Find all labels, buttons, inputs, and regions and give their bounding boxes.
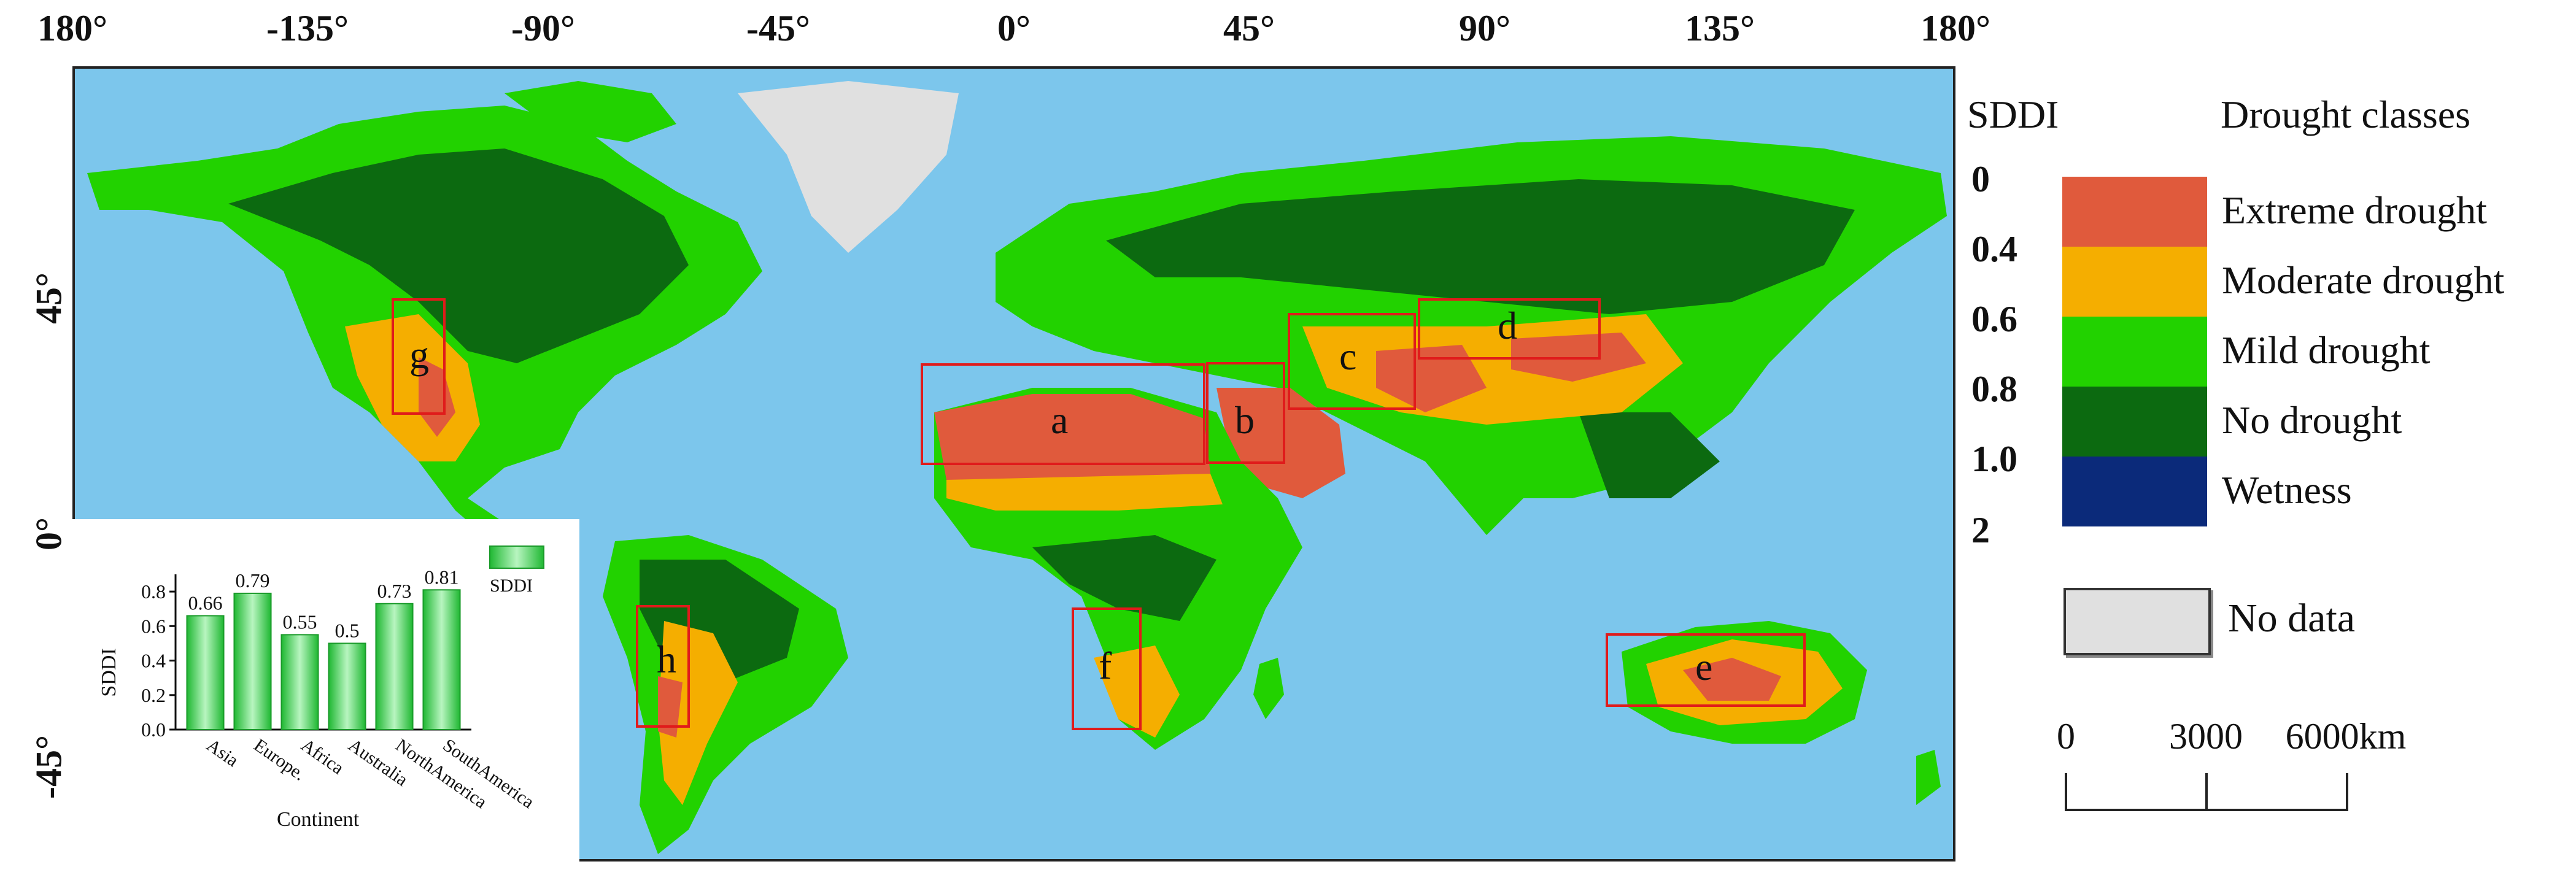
legend-swatch-extreme bbox=[2062, 177, 2207, 247]
lon-label-0: 0° bbox=[997, 8, 1031, 48]
chart-bar-asia bbox=[186, 615, 225, 730]
legend-label-nodata: No data bbox=[2228, 596, 2356, 641]
lon-label-45w: -45° bbox=[746, 8, 810, 48]
lon-label-180e: 180° bbox=[1920, 8, 1990, 48]
chart-bar-africa bbox=[280, 634, 319, 730]
chart-bar-northamerica bbox=[375, 603, 414, 730]
chart-bar-southamerica bbox=[422, 589, 461, 730]
region-label-b: b bbox=[1235, 398, 1255, 442]
legend-classes-title: Drought classes bbox=[2221, 93, 2471, 136]
legend-sddi-title: SDDI bbox=[1967, 93, 2059, 136]
legend-label-moderate: Moderate drought bbox=[2222, 258, 2505, 302]
legend-label-none: No drought bbox=[2222, 398, 2402, 442]
chart-bar-australia bbox=[328, 642, 366, 730]
lon-label-90w: -90° bbox=[511, 8, 575, 48]
lon-label-45e: 45° bbox=[1223, 8, 1275, 48]
eurasia-forest bbox=[1106, 179, 1855, 314]
lat-label-45n: 45° bbox=[28, 272, 69, 324]
region-box-f bbox=[1072, 607, 1142, 730]
region-box-h bbox=[636, 605, 690, 728]
central-asia-extreme bbox=[1376, 345, 1487, 412]
greenland bbox=[738, 81, 959, 253]
chart-bar-value-label: 0.5 bbox=[335, 619, 360, 641]
scale-label-0: 0 bbox=[2057, 716, 2075, 757]
lon-label-135e: 135° bbox=[1685, 8, 1755, 48]
region-label-d: d bbox=[1498, 304, 1517, 347]
legend-tick-0-6: 0.6 bbox=[1971, 299, 2017, 339]
legend-swatch-nodata bbox=[2064, 588, 2211, 655]
south-america-extreme bbox=[658, 676, 683, 738]
scale-bar bbox=[2065, 773, 2348, 811]
chart-bar-value-label: 0.55 bbox=[283, 611, 317, 633]
chart-bar-value-label: 0.66 bbox=[188, 592, 223, 614]
australia-extreme bbox=[1683, 658, 1781, 701]
north-america-forest bbox=[228, 148, 689, 363]
chart-bar-value-label: 0.79 bbox=[236, 569, 270, 592]
region-label-f: f bbox=[1099, 644, 1112, 687]
inset-bar-chart: SDDI 0.0 0.2 0.4 0.6 0.8 0.66 0.79 0.55 0.5 0.73… bbox=[72, 519, 579, 862]
chart-x-label: Continent bbox=[277, 808, 360, 831]
region-label-g: g bbox=[409, 333, 429, 377]
chart-x-ticks: Asia Europe.AfricaAustraliaNorthAmericaSo… bbox=[203, 735, 538, 812]
legend-swatch-none bbox=[2062, 387, 2207, 457]
region-label-h: h bbox=[657, 638, 676, 681]
sahel-dry bbox=[946, 474, 1223, 511]
north-america-extreme bbox=[419, 357, 455, 437]
chart-y-tick-label: 0.2 bbox=[141, 684, 166, 706]
legend-tick-0-8: 0.8 bbox=[1971, 369, 2017, 409]
chart-bar-value-label: 0.81 bbox=[425, 566, 459, 588]
chart-y-tick-label: 0.0 bbox=[141, 719, 166, 741]
legend-swatch-moderate bbox=[2062, 247, 2207, 317]
south-america-dry bbox=[658, 621, 738, 805]
lat-label-45s: -45° bbox=[28, 735, 69, 799]
lon-label-180w: 180° bbox=[37, 8, 107, 48]
legend-tick-0-4: 0.4 bbox=[1971, 229, 2017, 269]
lon-label-90e: 90° bbox=[1459, 8, 1510, 48]
africa-forest bbox=[1032, 535, 1216, 621]
lat-label-0: 0° bbox=[28, 517, 69, 550]
legend-tick-0: 0 bbox=[1971, 159, 1990, 199]
region-box-b bbox=[1206, 362, 1285, 464]
chart-x-tick-label: Europe. bbox=[250, 735, 309, 785]
chart-bar-europe bbox=[233, 592, 272, 730]
arctic-islands bbox=[505, 81, 676, 142]
scale-label-3000: 3000 bbox=[2169, 716, 2243, 757]
legend-label-extreme: Extreme drought bbox=[2222, 188, 2487, 232]
chart-y-axis-title: SDDI bbox=[98, 648, 120, 696]
southeast-asia-forest bbox=[1579, 412, 1720, 498]
chart-legend-label: SDDI bbox=[490, 576, 533, 596]
legend-swatch-wetness bbox=[2062, 457, 2207, 526]
region-label-e: e bbox=[1695, 645, 1712, 688]
region-box-a bbox=[921, 363, 1205, 465]
region-box-c bbox=[1288, 313, 1416, 410]
chart-y-ticks: 0.0 0.2 0.4 0.6 0.8 bbox=[141, 580, 176, 741]
legend-label-mild: Mild drought bbox=[2222, 328, 2431, 372]
region-box-e bbox=[1606, 633, 1806, 707]
southern-africa-dry bbox=[1094, 646, 1180, 738]
chart-y-tick-label: 0.6 bbox=[141, 615, 166, 637]
chart-bars: 0.66 0.79 0.55 0.5 0.73 0.81 bbox=[186, 566, 461, 730]
legend-swatch-mild bbox=[2062, 317, 2207, 387]
legend-tick-2: 2 bbox=[1971, 510, 1990, 550]
legend-label-wetness: Wetness bbox=[2222, 468, 2352, 512]
chart-y-tick-label: 0.8 bbox=[141, 580, 166, 603]
region-label-c: c bbox=[1339, 334, 1356, 378]
scale-label-6000: 6000km bbox=[2285, 716, 2407, 757]
chart-x-tick-label: Asia bbox=[203, 735, 242, 771]
chart-bar-value-label: 0.73 bbox=[377, 580, 412, 602]
sahara bbox=[934, 394, 1210, 486]
chart-legend-swatch bbox=[489, 545, 544, 569]
chart-y-label: SDDI bbox=[98, 648, 120, 696]
madagascar bbox=[1253, 658, 1284, 719]
lon-label-135w: -135° bbox=[266, 8, 349, 48]
region-box-g bbox=[392, 298, 446, 415]
new-zealand bbox=[1916, 750, 1941, 805]
region-box-d bbox=[1418, 298, 1601, 360]
region-label-a: a bbox=[1051, 398, 1068, 442]
chart-y-tick-label: 0.4 bbox=[141, 650, 166, 672]
legend-tick-1-0: 1.0 bbox=[1971, 439, 2017, 479]
